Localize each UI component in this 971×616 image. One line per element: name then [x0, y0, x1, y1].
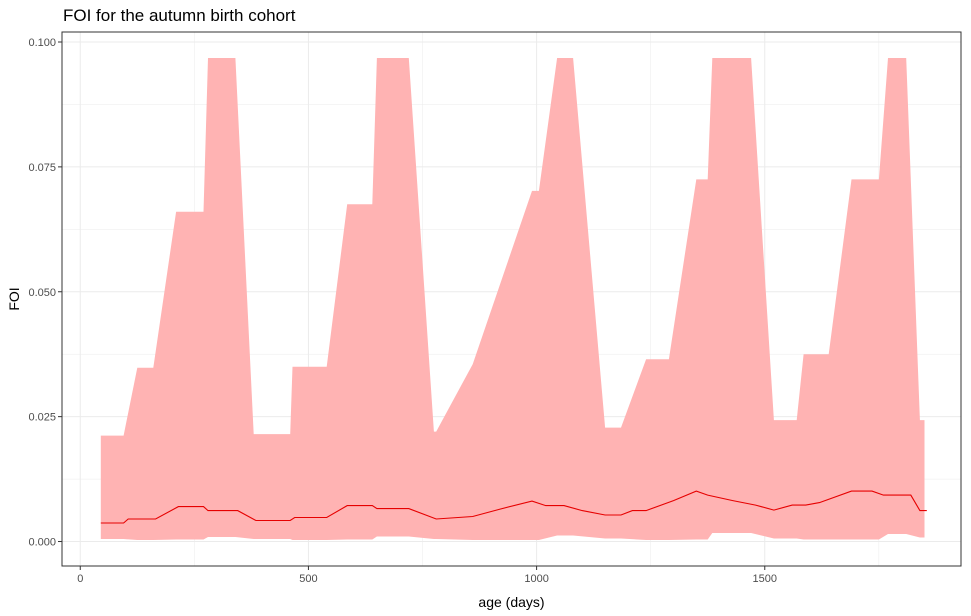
y-tick-label: 0.025: [28, 412, 56, 424]
x-tick-label: 0: [77, 573, 83, 585]
panel-border: [61, 31, 962, 567]
chart-marks: [100, 58, 927, 540]
y-axis-label: FOI: [6, 287, 22, 310]
y-tick-label: 0.075: [28, 162, 56, 174]
chart-title: FOI for the autumn birth cohort: [63, 6, 296, 25]
y-tick-label: 0.000: [28, 537, 56, 549]
x-axis: 0 500 1000 1500: [77, 566, 777, 585]
x-tick-label: 1500: [753, 573, 777, 585]
y-tick-label: 0.050: [28, 287, 56, 299]
foi-line: [100, 490, 927, 524]
x-tick-label: 500: [299, 573, 317, 585]
x-axis-label: age (days): [478, 594, 544, 610]
x-tick-label: 1000: [524, 573, 548, 585]
confidence-ribbon: [100, 58, 925, 540]
y-tick-label: 0.100: [28, 37, 56, 49]
y-axis: 0.000 0.025 0.050 0.075 0.100: [28, 37, 62, 549]
